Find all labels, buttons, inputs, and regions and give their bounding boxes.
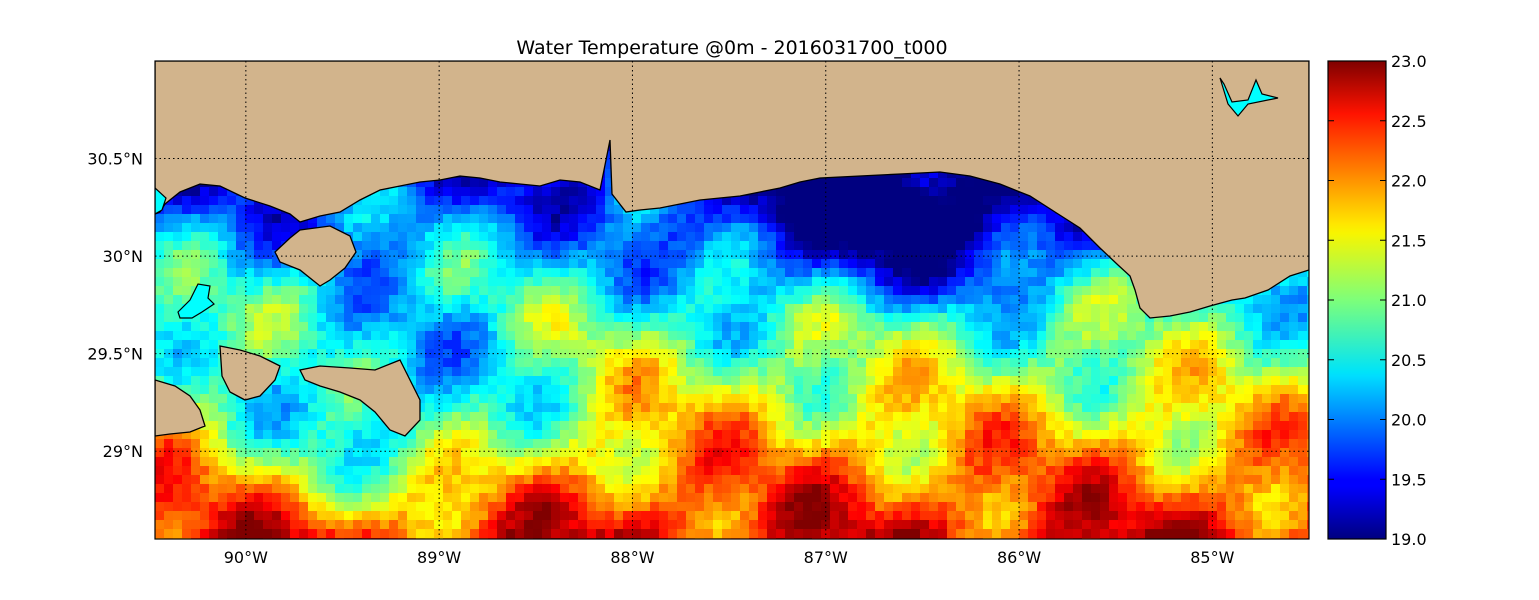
- colorbar-tick-label: 21.0: [1391, 291, 1427, 310]
- lake-west: [155, 187, 167, 215]
- gridlines: [155, 61, 1309, 539]
- map-panel: [155, 61, 1309, 539]
- colorbar-tick-label: 20.0: [1391, 411, 1427, 430]
- colorbar-ticks: 19.0 19.5 20.0 20.5 21.0 21.5 22.0 22.5 23.0: [1328, 52, 1427, 549]
- y-axis-labels: 30.5°N 30°N 29.5°N 29°N: [87, 150, 143, 462]
- x-tick-label: 87°W: [804, 548, 848, 567]
- colorbar-tick-label: 20.5: [1391, 351, 1427, 370]
- colorbar-tick-label: 19.5: [1391, 470, 1427, 489]
- map-title: Water Temperature @0m - 2016031700_t000: [516, 37, 947, 59]
- lake-pontchartrain: [177, 283, 215, 319]
- colorbar-gradient: [1327, 60, 1387, 540]
- colorbar: 19.0 19.5 20.0 20.5 21.0 21.5 22.0 22.5 23.0: [1327, 52, 1427, 549]
- x-tick-label: 89°W: [417, 548, 461, 567]
- colorbar-tick-label: 21.5: [1391, 231, 1427, 250]
- x-tick-label: 88°W: [610, 548, 654, 567]
- colorbar-tick-label: 23.0: [1391, 52, 1427, 71]
- y-tick-label: 29°N: [103, 442, 143, 461]
- map-frame: [154, 60, 1310, 540]
- x-tick-label: 86°W: [997, 548, 1041, 567]
- y-tick-label: 29.5°N: [87, 345, 143, 364]
- colorbar-tick-label: 22.5: [1391, 112, 1427, 131]
- colorbar-tick-label: 22.0: [1391, 172, 1427, 191]
- lake-northeast: [1219, 77, 1279, 117]
- y-tick-label: 30.5°N: [87, 150, 143, 169]
- x-axis-labels: 90°W 89°W 88°W 87°W 86°W 85°W: [224, 548, 1235, 567]
- x-tick-label: 85°W: [1190, 548, 1234, 567]
- land-mass: [155, 61, 1309, 437]
- x-tick-label: 90°W: [224, 548, 268, 567]
- y-tick-label: 30°N: [103, 247, 143, 266]
- colorbar-tick-label: 19.0: [1391, 530, 1427, 549]
